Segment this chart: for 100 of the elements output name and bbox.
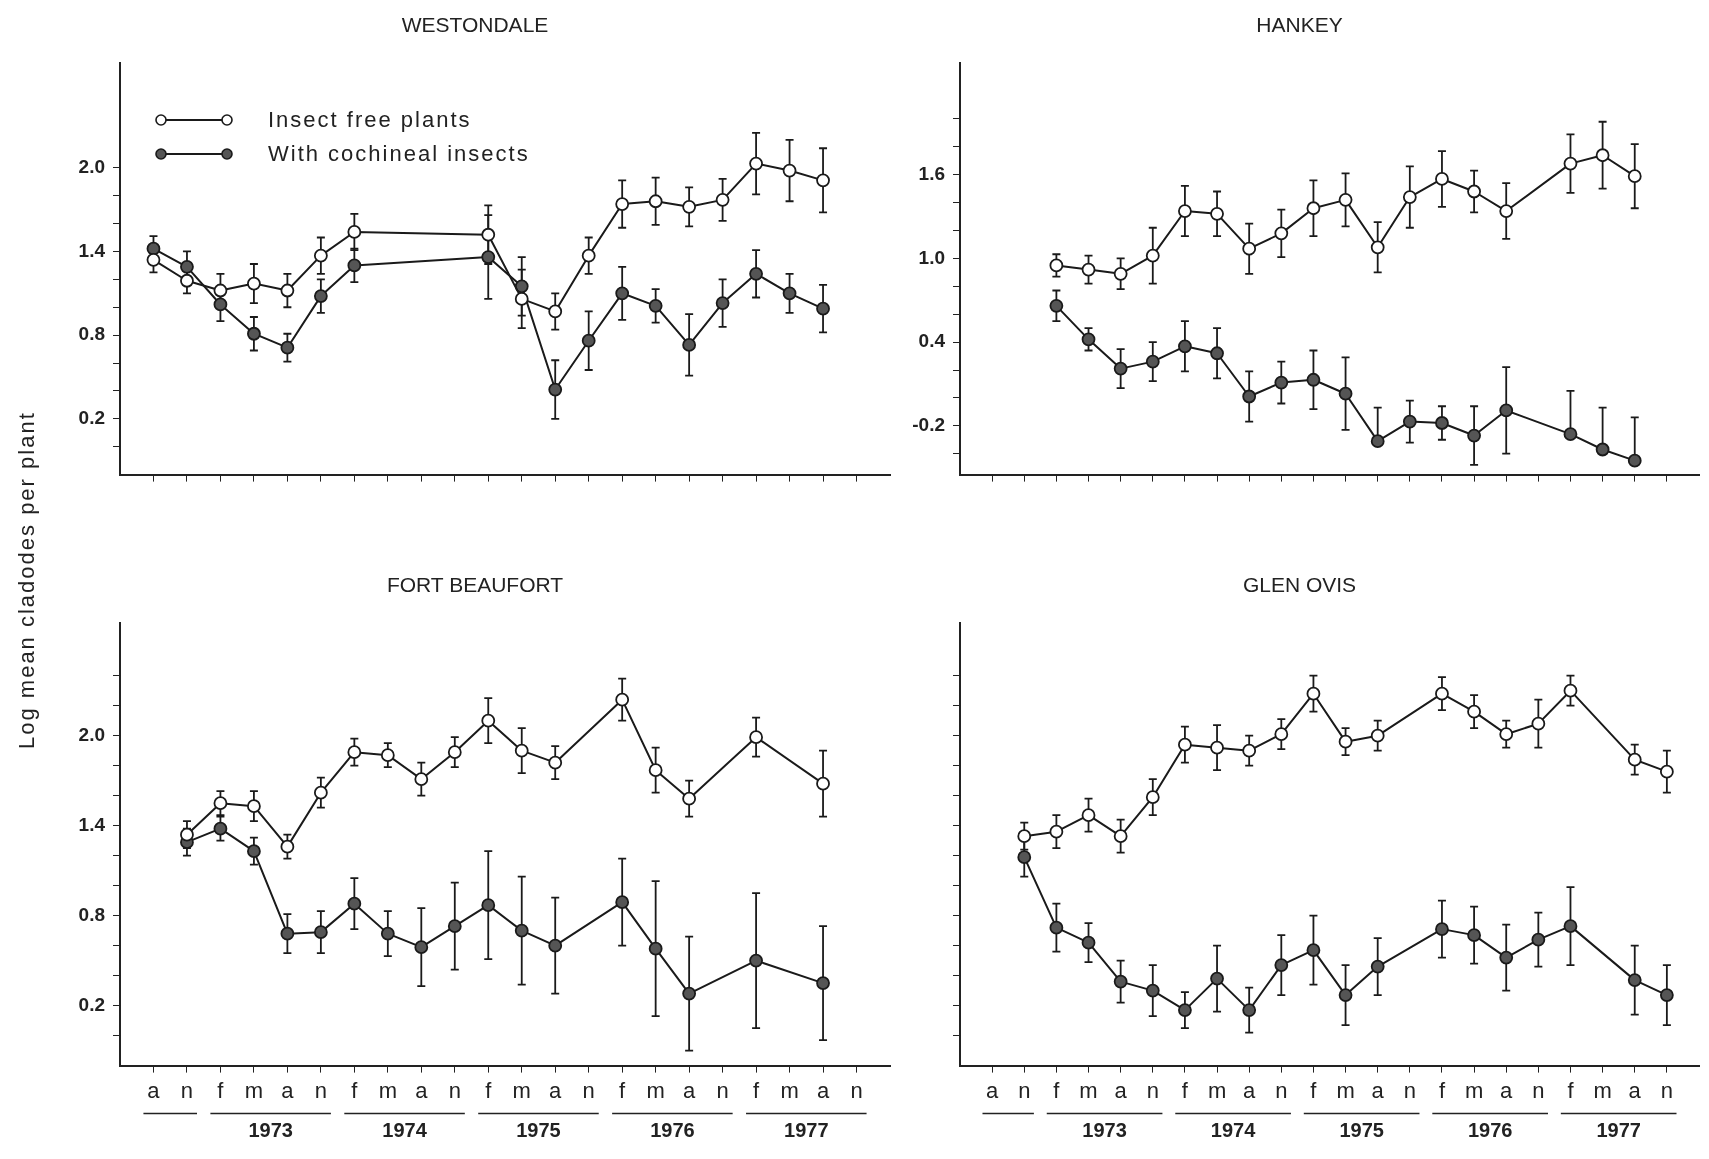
x-tick-label: a (281, 1077, 295, 1103)
point (1274, 375, 1289, 390)
point (414, 772, 429, 787)
y-tick-label: -0.2 (912, 414, 945, 436)
x-tick-label: f (217, 1077, 225, 1103)
point (548, 382, 563, 397)
point (1499, 727, 1514, 742)
point (1210, 206, 1224, 221)
point (1370, 240, 1385, 255)
point (648, 194, 663, 209)
point (1563, 683, 1578, 698)
legend-label: Insect free plants (268, 107, 472, 134)
point (481, 250, 496, 264)
point (615, 895, 630, 910)
point (816, 776, 830, 791)
point (648, 298, 663, 313)
point (280, 839, 295, 854)
x-tick-label: m (1464, 1077, 1484, 1103)
x-tick-label: a (1243, 1077, 1257, 1103)
point (1081, 262, 1096, 277)
point (347, 225, 362, 239)
point (1563, 919, 1578, 934)
point (1178, 1003, 1192, 1018)
point (548, 938, 563, 953)
point (280, 340, 295, 355)
point (1178, 339, 1192, 354)
point (1049, 298, 1064, 313)
point (313, 289, 328, 303)
point (1338, 988, 1353, 1003)
point (1338, 192, 1353, 207)
point (615, 286, 630, 301)
x-tick-label: f (1181, 1077, 1189, 1103)
x-tick-label: f (485, 1077, 493, 1103)
point (1338, 386, 1353, 401)
point (313, 248, 328, 263)
point (1113, 361, 1128, 376)
point (514, 291, 529, 306)
x-tick-label: m (244, 1077, 264, 1103)
x-tick-label: m (1207, 1077, 1227, 1103)
point (1081, 935, 1096, 950)
x-tick-label: m (780, 1077, 799, 1103)
x-tick-label: f (619, 1077, 627, 1103)
x-tick-label: a (1371, 1077, 1385, 1103)
point (1049, 824, 1064, 839)
point (782, 286, 797, 301)
point (581, 333, 596, 348)
point (1017, 829, 1032, 844)
point (1595, 148, 1610, 163)
point (1467, 428, 1481, 443)
x-tick-label: f (1053, 1077, 1061, 1103)
x-tick-label: m (1593, 1077, 1612, 1103)
point (816, 301, 830, 316)
point (1306, 943, 1321, 958)
point (1659, 988, 1674, 1003)
point (380, 926, 395, 941)
point (1531, 716, 1546, 731)
point (1499, 403, 1514, 418)
x-tick-label: n (850, 1077, 863, 1103)
x-tick-label: f (1438, 1077, 1446, 1103)
point (146, 252, 161, 267)
point (1627, 752, 1642, 767)
point (1467, 704, 1481, 719)
point (749, 156, 763, 171)
point (414, 940, 429, 955)
point (180, 827, 194, 842)
x-tick-label: n (1146, 1077, 1159, 1103)
point (1081, 808, 1096, 823)
text: 1976 (1467, 1119, 1513, 1142)
point (1499, 950, 1514, 965)
point (1435, 922, 1449, 937)
point (447, 919, 462, 934)
x-tick-label: n (582, 1077, 595, 1103)
point (1659, 764, 1674, 779)
point (180, 273, 194, 288)
chart-title: HANKEY (1256, 13, 1343, 37)
x-tick-label: a (683, 1077, 697, 1103)
text: 1973 (1082, 1119, 1127, 1142)
point (1113, 266, 1128, 281)
point (313, 925, 328, 940)
point (1402, 190, 1417, 204)
x-tick-label: f (351, 1077, 359, 1103)
point (213, 297, 228, 312)
point (1370, 434, 1385, 449)
x-tick-label: m (646, 1077, 665, 1103)
point (1210, 740, 1224, 755)
point (1274, 727, 1289, 742)
point (782, 163, 797, 178)
x-tick-label: n (1018, 1077, 1031, 1103)
point (347, 896, 362, 911)
point (347, 258, 362, 273)
point (1370, 728, 1385, 743)
point (1242, 241, 1257, 256)
x-tick-label: m (1079, 1077, 1098, 1103)
x-tick-label: n (1660, 1077, 1673, 1103)
chart-title: GLEN OVIS (1242, 573, 1357, 597)
point (615, 692, 630, 707)
point (514, 743, 529, 758)
x-tick-label: m (512, 1077, 531, 1103)
x-tick-label: a (147, 1077, 161, 1103)
x-tick-label: f (1310, 1077, 1318, 1103)
